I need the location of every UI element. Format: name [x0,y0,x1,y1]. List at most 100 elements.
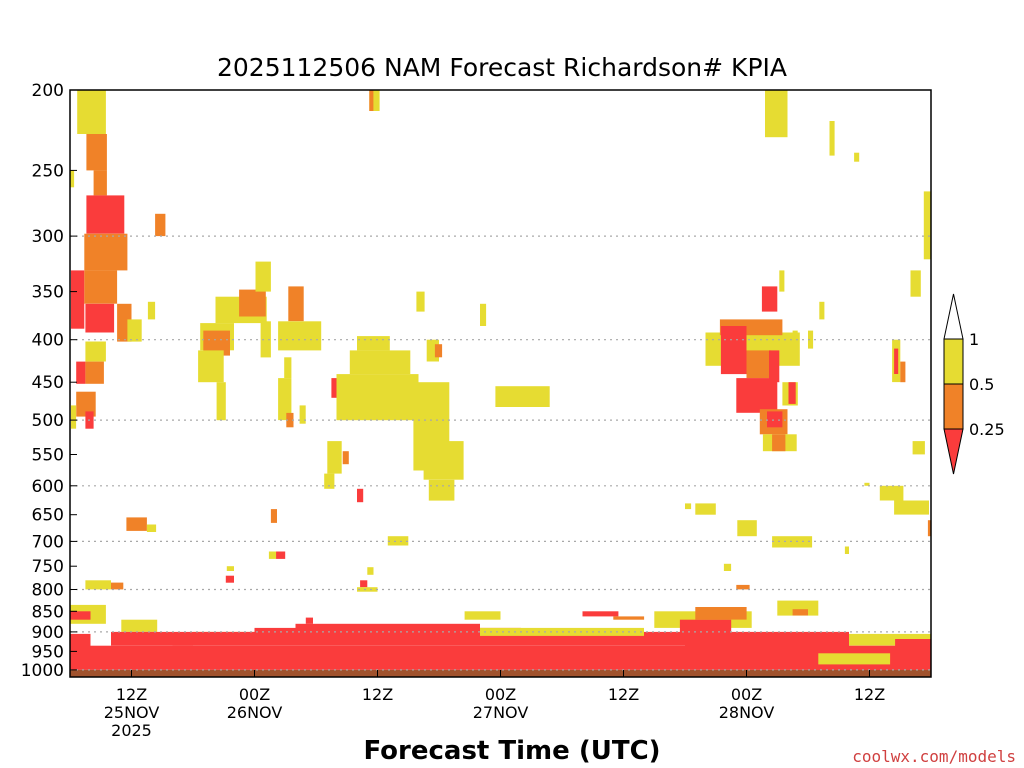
ri-cell [336,374,419,421]
y-axis: 200 250 300 350 400 450 500 550 600 650 700 750 8008… [21,81,77,681]
y-tick-label: 900 [32,623,64,643]
ri-cell [844,546,849,554]
legend: 1 0.5 0.25 [943,293,1005,475]
ri-cell [912,441,925,455]
ri-cell [910,270,921,297]
ri-cell [788,382,796,404]
y-tick-label: 250 [32,161,64,181]
ri-cell [349,350,411,375]
ri-cell [772,536,813,548]
y-tick-label: 400 [32,331,64,351]
ri-cell [305,617,313,624]
ri-cell [111,582,124,590]
ri-cell [284,357,292,379]
ri-cell [155,213,166,237]
x-tick-label: 00Z [239,685,270,704]
legend-label: 0.5 [969,375,994,394]
x-tick-label: 12Z [362,685,393,704]
ri-cell [254,627,521,634]
ri-cell [849,633,931,646]
ri-cell [360,580,368,588]
legend-label: 0.25 [969,420,1005,439]
x-tick-label: 00Z [731,685,762,704]
ri-cell [894,348,899,374]
chart-title: 2025112506 NAM Forecast Richardson# KPIA [217,53,787,82]
x-tick-label: 26NOV [227,703,283,722]
y-tick-label: 200 [32,81,64,101]
ri-cell [260,321,271,358]
ri-cell [278,321,322,351]
y-tick-label: 950 [32,642,64,662]
y-tick-label: 800 [32,581,64,601]
ri-cell [357,336,390,351]
ri-cell [428,479,455,501]
ri-cell [70,645,931,670]
ri-cell [495,386,550,407]
ri-cell [147,301,156,320]
y-tick-label: 300 [32,227,64,247]
ri-cell [295,623,480,632]
plot-content [70,90,931,677]
ri-cell [772,434,786,452]
ri-cell [416,291,425,312]
y-tick-label: 600 [32,477,64,497]
ri-cell [367,567,374,575]
y-tick-label: 550 [32,446,64,466]
y-tick-label: 850 [32,602,64,622]
x-tick-label: 12Z [116,685,147,704]
ri-cell [239,289,266,317]
ri-cell [720,326,747,375]
y-tick-label: 1000 [21,661,64,681]
x-tick-label: 25NOV [104,703,160,722]
x-tick-label: 12Z [608,685,639,704]
ri-cell [76,361,86,384]
ri-cell [198,350,224,383]
ri-cell [357,488,364,503]
ri-cell [225,575,234,583]
legend-arrow-top [943,293,964,340]
ri-cell [85,580,111,590]
ri-cell [695,503,716,515]
ri-cell [76,391,96,417]
ri-cell [324,473,335,489]
ri-cell [85,303,115,333]
ri-cell [894,500,929,515]
ri-cell [86,195,125,234]
ri-cell [808,330,814,349]
ri-cell [85,341,106,362]
ri-cell [369,90,374,111]
ri-cell [286,412,294,428]
ri-cell [679,619,732,634]
x-tick-label: 12Z [854,685,885,704]
ri-cell [582,611,619,617]
ri-cell [70,170,75,188]
credit-text: coolwx.com/models [852,747,1016,766]
ri-cell [434,344,443,358]
legend-swatch [943,383,964,430]
legend-swatch [943,338,964,385]
ri-cell [121,619,158,632]
ri-cell [342,451,349,465]
ri-cell [357,587,378,592]
ri-cell [270,509,277,523]
ri-cell [127,319,142,342]
ri-cell [85,361,104,384]
ri-cell [767,411,783,428]
ri-cell [226,566,234,571]
ri-cell [927,520,931,537]
x-tick-label: 28NOV [719,703,775,722]
ri-cell [71,405,77,429]
ri-cell [761,286,778,312]
ri-cell [288,286,304,322]
ri-cell [792,330,798,353]
ri-cell [84,270,118,304]
ri-cell [276,551,286,559]
ri-cell [829,121,835,156]
y-tick-label: 500 [32,411,64,431]
ri-cell [723,563,732,571]
ri-cell [779,270,785,292]
ri-cell [327,441,342,474]
ri-cell [480,303,487,326]
